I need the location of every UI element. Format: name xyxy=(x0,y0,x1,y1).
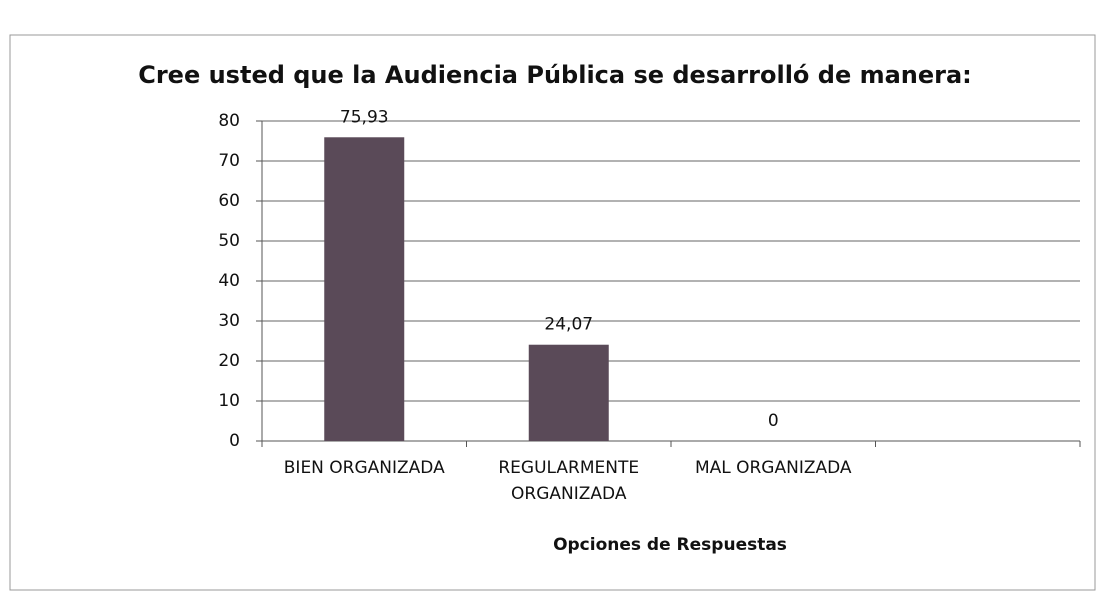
x-tick-label: MAL ORGANIZADA xyxy=(695,458,852,478)
bar xyxy=(528,344,609,441)
y-tick-label: 80 xyxy=(218,111,240,131)
y-tick-label: 10 xyxy=(218,391,240,411)
y-tick-label: 0 xyxy=(229,431,240,451)
y-tick-label: 50 xyxy=(218,231,240,251)
chart-title: Cree usted que la Audiencia Pública se d… xyxy=(138,61,972,89)
chart-frame xyxy=(9,34,1096,591)
x-tick-label: BIEN ORGANIZADA xyxy=(284,458,445,478)
y-tick-label: 20 xyxy=(218,351,240,371)
bar xyxy=(324,137,405,441)
y-tick-label: 30 xyxy=(218,311,240,331)
data-label: 0 xyxy=(768,411,779,431)
data-label: 24,07 xyxy=(544,315,593,335)
x-tick-label: REGULARMENTE ORGANIZADA xyxy=(498,458,639,504)
y-tick-label: 40 xyxy=(218,271,240,291)
x-axis-title: Opciones de Respuestas xyxy=(553,535,787,555)
y-tick-label: 70 xyxy=(218,151,240,171)
y-tick-label: 60 xyxy=(218,191,240,211)
data-label: 75,93 xyxy=(340,107,389,127)
